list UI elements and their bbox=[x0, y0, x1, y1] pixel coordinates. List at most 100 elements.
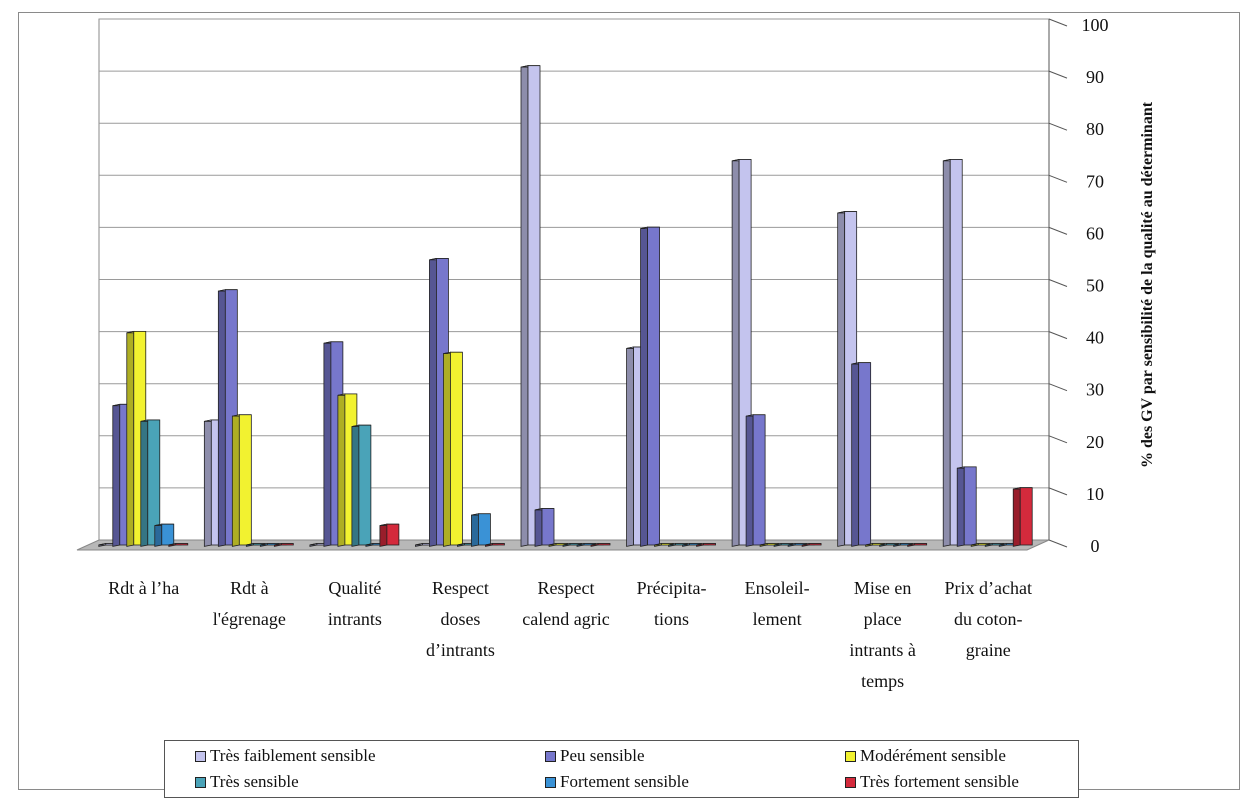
gridlines bbox=[99, 18, 1049, 489]
category-label: du coton- bbox=[954, 609, 1022, 629]
category-label: Respect bbox=[432, 578, 489, 598]
legend: Très faiblement sensible Peu sensible Modé… bbox=[164, 740, 1079, 798]
category-label: Respect bbox=[538, 578, 595, 598]
y-axis-label: % des GV par sensibilité de la qualité a… bbox=[1139, 101, 1156, 468]
legend-label: Peu sensible bbox=[560, 746, 645, 765]
bar bbox=[520, 65, 541, 547]
bar bbox=[696, 543, 716, 547]
y-tick-mark bbox=[1048, 435, 1068, 444]
bar bbox=[140, 419, 161, 547]
bar bbox=[534, 508, 555, 547]
legend-label: Très fortement sensible bbox=[860, 772, 1019, 791]
bar bbox=[984, 543, 1005, 547]
chart-frame: 0 10 20 30 40 50 60 70 80 90 100 Rdt à l’ha Rdt à l'… bbox=[18, 12, 1240, 798]
bar bbox=[245, 543, 266, 547]
legend-item: Très faiblement sensible bbox=[195, 746, 376, 766]
legend-label: Modérément sensible bbox=[860, 746, 1006, 765]
y-tick-mark bbox=[1048, 487, 1068, 496]
bar bbox=[379, 523, 400, 547]
y-tick-mark bbox=[1048, 383, 1068, 392]
category-label: Prix d’achat bbox=[944, 578, 1031, 598]
y-tick-mark bbox=[1048, 122, 1068, 131]
bar bbox=[745, 414, 766, 547]
y-tick-mark bbox=[1048, 279, 1068, 287]
y-tick-mark bbox=[1048, 226, 1068, 235]
y-tick-label: 80 bbox=[1086, 119, 1104, 139]
bar bbox=[851, 362, 872, 547]
y-tick-label: 70 bbox=[1086, 171, 1104, 191]
bar bbox=[942, 158, 963, 547]
category-label: calend agric bbox=[522, 609, 609, 629]
bar bbox=[154, 523, 175, 547]
bar bbox=[562, 543, 583, 547]
x-axis-labels: Rdt à l’ha Rdt à l'égrenage Qualité intrants… bbox=[108, 578, 1032, 691]
category-label: l'égrenage bbox=[213, 609, 286, 629]
category-label: Qualité bbox=[328, 578, 381, 598]
y-tick-mark bbox=[1048, 539, 1068, 548]
y-tick-label: 90 bbox=[1086, 67, 1104, 87]
bar bbox=[351, 424, 372, 547]
bar bbox=[443, 351, 463, 547]
y-tick-mark bbox=[1048, 174, 1068, 183]
bar bbox=[590, 543, 611, 547]
category-label: Rdt à l’ha bbox=[108, 578, 179, 598]
category-label: Rdt à bbox=[230, 578, 269, 598]
category-label: d’intrants bbox=[426, 640, 495, 660]
bar bbox=[1012, 487, 1033, 547]
legend-swatch bbox=[845, 776, 856, 788]
y-tick-label: 10 bbox=[1086, 484, 1104, 504]
bar bbox=[759, 543, 780, 547]
category-label: intrants bbox=[328, 609, 382, 629]
legend-item: Modérément sensible bbox=[845, 746, 1006, 766]
category-label: temps bbox=[861, 671, 904, 691]
y-tick-label: 20 bbox=[1086, 432, 1104, 452]
legend-item: Peu sensible bbox=[545, 746, 645, 766]
category-label: graine bbox=[966, 640, 1011, 660]
legend-swatch bbox=[845, 750, 856, 762]
bar bbox=[168, 543, 189, 547]
y-tick-mark bbox=[1048, 331, 1068, 340]
legend-label: Fortement sensible bbox=[560, 772, 689, 791]
y-tick-label: 0 bbox=[1091, 536, 1100, 556]
bar bbox=[865, 543, 886, 547]
y-tick-label: 30 bbox=[1086, 380, 1104, 400]
category-label: lement bbox=[753, 609, 802, 629]
legend-item: Très sensible bbox=[195, 772, 299, 792]
bar bbox=[773, 543, 794, 547]
category-label: place bbox=[864, 609, 902, 629]
legend-swatch bbox=[545, 776, 556, 788]
legend-label: Très faiblement sensible bbox=[210, 746, 376, 765]
y-tick-mark bbox=[1048, 70, 1068, 79]
y-tick-label: 100 bbox=[1082, 15, 1109, 35]
legend-item: Très fortement sensible bbox=[845, 772, 1019, 792]
bar bbox=[471, 513, 491, 547]
bar bbox=[682, 543, 702, 547]
y-tick-label: 40 bbox=[1086, 328, 1104, 348]
y-axis: 0 10 20 30 40 50 60 70 80 90 100 bbox=[1048, 15, 1109, 556]
bars bbox=[98, 65, 1033, 547]
legend-label: Très sensible bbox=[210, 772, 299, 791]
category-label: Mise en bbox=[854, 578, 912, 598]
bar bbox=[654, 543, 674, 547]
y-tick-label: 50 bbox=[1086, 276, 1104, 296]
bar bbox=[273, 543, 294, 547]
bar bbox=[231, 414, 252, 547]
category-label: Précipita- bbox=[637, 578, 707, 598]
legend-swatch bbox=[195, 776, 206, 788]
category-label: Ensoleil- bbox=[745, 578, 810, 598]
legend-swatch bbox=[545, 750, 556, 762]
bar bbox=[879, 543, 900, 547]
bar bbox=[787, 543, 808, 547]
bar bbox=[893, 543, 914, 547]
bar bbox=[485, 543, 505, 547]
bar bbox=[640, 226, 660, 547]
bar bbox=[801, 543, 822, 547]
bar bbox=[907, 543, 928, 547]
category-label: doses bbox=[440, 609, 480, 629]
legend-swatch bbox=[195, 750, 206, 762]
legend-item: Fortement sensible bbox=[545, 772, 689, 792]
category-label: tions bbox=[654, 609, 689, 629]
y-tick-label: 60 bbox=[1086, 223, 1104, 243]
category-label: intrants à bbox=[849, 640, 915, 660]
bar-chart: 0 10 20 30 40 50 60 70 80 90 100 Rdt à l’ha Rdt à l'… bbox=[76, 15, 1156, 691]
